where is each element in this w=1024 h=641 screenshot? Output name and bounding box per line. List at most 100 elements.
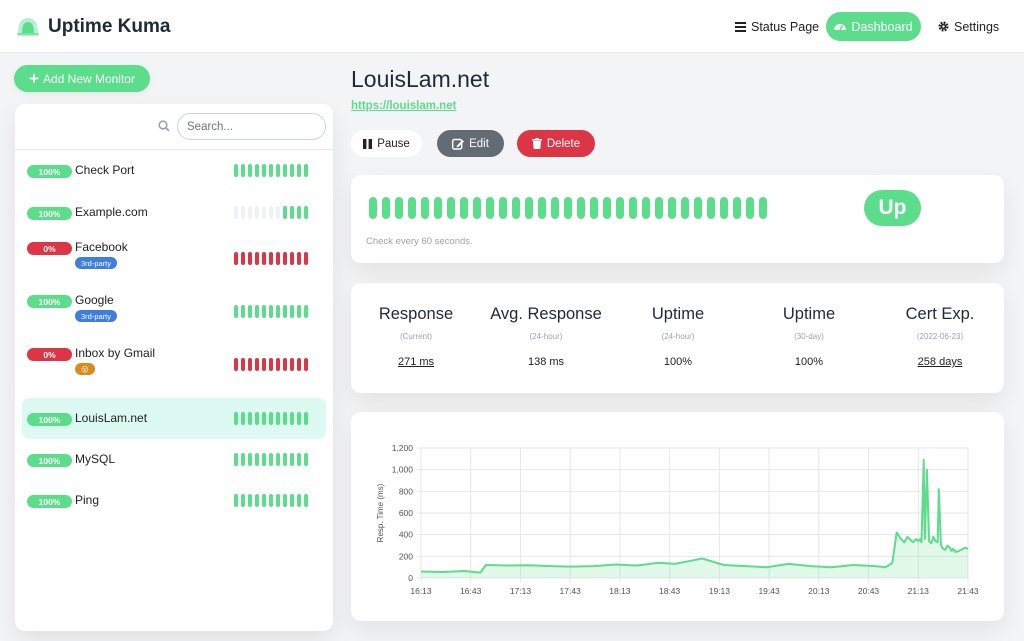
stat-subtitle: (24-hour): [529, 332, 563, 341]
pause-button[interactable]: Pause: [351, 130, 422, 157]
heartbeat-tick: [241, 206, 245, 219]
heartbeat-tick: [297, 358, 301, 371]
heartbeat-tick: [525, 197, 533, 219]
heartbeat-tick: [276, 206, 280, 219]
heartbeat-tick: [248, 412, 252, 425]
heartbeat-tick: [590, 197, 598, 219]
monitor-url-link[interactable]: https://louislam.net: [351, 100, 457, 112]
heartbeat-tick: [283, 358, 287, 371]
check-interval-text: Check every 60 seconds.: [366, 236, 473, 247]
monitor-name: Google: [75, 293, 114, 307]
monitor-item[interactable]: 100% Ping: [22, 481, 326, 521]
uptime-badge: 0%: [27, 348, 72, 361]
heartbeat-tick: [283, 164, 287, 177]
search-input[interactable]: [177, 113, 326, 140]
monitor-name: Inbox by Gmail: [75, 346, 156, 360]
edit-button[interactable]: Edit: [437, 130, 504, 157]
monitor-item[interactable]: 0% Facebook 3rd-party: [22, 234, 326, 284]
search-icon: [158, 120, 170, 132]
monitor-tag: 3rd-party: [75, 310, 118, 322]
heartbeat-tick: [297, 252, 301, 265]
heartbeat-tick: [759, 197, 767, 219]
response-time-chart: 0 200 400 600 800 1,000 1,200 16:13 16:43 17:13 17…: [376, 443, 979, 596]
heartbeat-tick: [276, 164, 280, 177]
mini-heartbeat-bar: [234, 358, 308, 371]
heartbeat-tick: [681, 197, 689, 219]
heartbeat-tick: [241, 453, 245, 466]
heartbeat-tick: [290, 305, 294, 318]
heartbeat-tick: [577, 197, 585, 219]
heartbeat-tick: [720, 197, 728, 219]
mini-heartbeat-bar: [234, 252, 308, 265]
heartbeat-tick: [668, 197, 676, 219]
heartbeat-tick: [395, 197, 403, 219]
monitor-item[interactable]: 100% Check Port: [22, 151, 326, 191]
heartbeat-tick: [297, 494, 301, 507]
monitor-name: MySQL: [75, 452, 116, 466]
nav-status-page[interactable]: Status Page: [735, 12, 819, 41]
heartbeat-tick: [234, 252, 238, 265]
response-area: [421, 459, 968, 578]
heartbeat-tick: [269, 494, 273, 507]
heartbeat-tick: [290, 494, 294, 507]
heartbeat-tick: [290, 453, 294, 466]
monitor-item[interactable]: 100% Example.com: [22, 193, 326, 233]
nav-dashboard[interactable]: Dashboard: [826, 12, 921, 41]
y-tick-label: 1,000: [392, 465, 414, 475]
monitor-title: LouisLam.net: [351, 66, 490, 92]
heartbeat-tick: [283, 453, 287, 466]
heartbeat-bar: [369, 197, 767, 219]
heartbeat-tick: [255, 305, 259, 318]
x-tick-label: 19:13: [709, 586, 731, 596]
pause-label: Pause: [377, 137, 410, 150]
uptime-badge: 100%: [27, 413, 72, 426]
heartbeat-tick: [269, 252, 273, 265]
heartbeat-tick: [248, 358, 252, 371]
nav-settings[interactable]: Settings: [938, 12, 999, 41]
uptime-badge: 100%: [27, 454, 72, 467]
stat-subtitle: (2022-06-23): [916, 332, 964, 341]
uptime-badge: 100%: [27, 165, 72, 178]
mini-heartbeat-bar: [234, 453, 308, 466]
stat-value: 138 ms: [527, 356, 565, 368]
x-tick-label: 19:43: [758, 586, 780, 596]
stat-title: Cert Exp.: [905, 305, 975, 323]
monitor-item[interactable]: 100% MySQL: [22, 440, 326, 480]
monitor-item[interactable]: 100% LouisLam.net: [22, 398, 326, 439]
trash-icon: [531, 138, 542, 149]
monitor-tag: 😮: [75, 363, 95, 375]
stat-value: 100%: [794, 356, 824, 368]
edit-icon: [452, 138, 465, 150]
heartbeat-tick: [551, 197, 559, 219]
monitor-name: Ping: [75, 493, 100, 507]
heartbeat-tick: [283, 494, 287, 507]
add-new-monitor-button[interactable]: + Add New Monitor: [14, 65, 150, 92]
heartbeat-tick: [248, 494, 252, 507]
heartbeat-tick: [276, 494, 280, 507]
heartbeat-tick: [290, 164, 294, 177]
heartbeat-tick: [733, 197, 741, 219]
heartbeat-tick: [297, 453, 301, 466]
y-axis-label: Resp. Time (ms): [376, 483, 385, 542]
x-tick-label: 20:43: [858, 586, 880, 596]
uptime-badge: 0%: [27, 242, 72, 255]
heartbeat-tick: [234, 164, 238, 177]
heartbeat-tick: [297, 164, 301, 177]
heartbeat-tick: [304, 412, 308, 425]
monitor-item[interactable]: 100% Google 3rd-party: [22, 287, 326, 337]
heartbeat-tick: [304, 252, 308, 265]
heartbeat-tick: [473, 197, 481, 219]
heartbeat-tick: [276, 453, 280, 466]
dashboard-gauge-icon: [834, 24, 847, 31]
delete-button[interactable]: Delete: [517, 130, 595, 157]
heartbeat-tick: [408, 197, 416, 219]
y-tick-label: 600: [399, 508, 413, 518]
monitor-item[interactable]: 0% Inbox by Gmail 😮: [22, 340, 326, 390]
pause-icon: [363, 138, 373, 149]
stat-subtitle: (24-hour): [661, 332, 695, 341]
heartbeat-tick: [234, 494, 238, 507]
app-title[interactable]: Uptime Kuma: [48, 16, 171, 37]
heartbeat-tick: [255, 412, 259, 425]
stat-value-link[interactable]: 258 days: [917, 356, 963, 368]
stat-value-link[interactable]: 271 ms: [397, 356, 435, 368]
